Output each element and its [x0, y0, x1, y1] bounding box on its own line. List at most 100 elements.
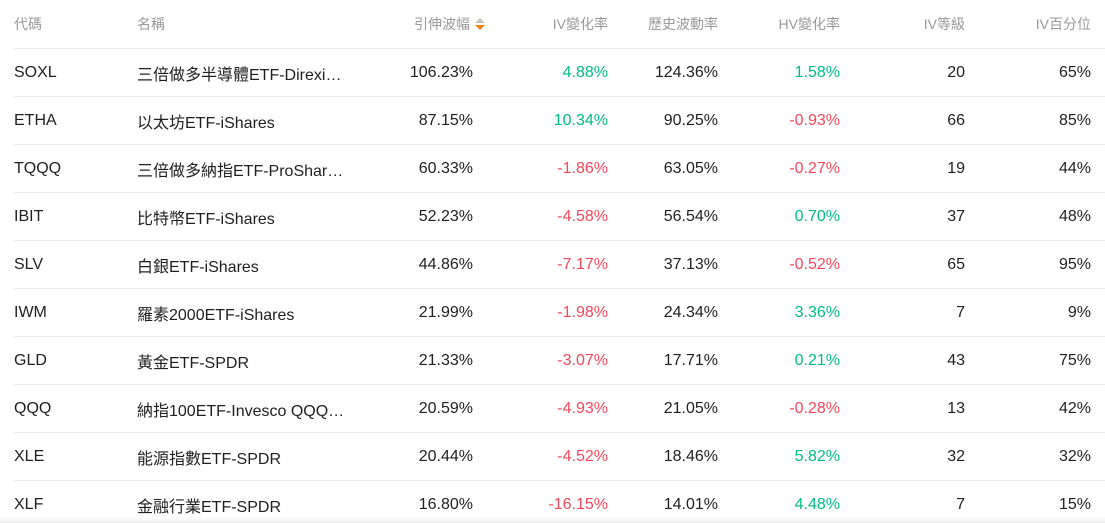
cell-name: 白銀ETF-iShares	[137, 240, 380, 289]
cell-iv-rank: 19	[840, 144, 965, 193]
cell-iv-rank: 7	[840, 480, 965, 523]
column-header-code: 代碼	[14, 0, 137, 49]
cell-iv: 44.86%	[380, 240, 485, 289]
cell-name: 以太坊ETF-iShares	[137, 96, 380, 145]
cell-iv: 52.23%	[380, 192, 485, 241]
table-body: SOXL 三倍做多半導體ETF-Direxi… 106.23% 4.88% 124.36…	[14, 48, 1105, 523]
table-header: 代碼 名稱 引伸波幅 IV變化率 歷史波動率 HV變化率 IV等級 IV百分位	[14, 0, 1105, 49]
column-header-historical-volatility: 歷史波動率	[608, 0, 718, 49]
cell-hv-change: 0.21%	[718, 336, 840, 385]
cell-iv-change: -1.98%	[485, 288, 608, 337]
cell-hv-change: 3.36%	[718, 288, 840, 337]
cell-iv-percentile: 44%	[965, 144, 1105, 193]
cell-name: 納指100ETF-Invesco QQQ…	[137, 384, 380, 433]
cell-code: IWM	[14, 288, 137, 337]
cell-code: QQQ	[14, 384, 137, 433]
cell-hv-change: -0.93%	[718, 96, 840, 145]
cell-iv-percentile: 75%	[965, 336, 1105, 385]
cell-iv: 21.99%	[380, 288, 485, 337]
cell-iv-percentile: 48%	[965, 192, 1105, 241]
cell-iv-rank: 66	[840, 96, 965, 145]
cell-code: SOXL	[14, 48, 137, 97]
cell-hv-change: 1.58%	[718, 48, 840, 97]
column-header-iv-change: IV變化率	[485, 0, 608, 49]
cell-iv-rank: 37	[840, 192, 965, 241]
cell-name: 黃金ETF-SPDR	[137, 336, 380, 385]
cell-iv-percentile: 65%	[965, 48, 1105, 97]
column-header-implied-volatility[interactable]: 引伸波幅	[380, 0, 485, 49]
cell-iv-rank: 32	[840, 432, 965, 481]
cell-hv-change: 5.82%	[718, 432, 840, 481]
cell-iv-percentile: 42%	[965, 384, 1105, 433]
cell-hv: 17.71%	[608, 336, 718, 385]
cell-name: 金融行業ETF-SPDR	[137, 480, 380, 523]
cell-iv: 20.59%	[380, 384, 485, 433]
cell-hv-change: -0.28%	[718, 384, 840, 433]
cell-code: GLD	[14, 336, 137, 385]
cell-hv-change: 4.48%	[718, 480, 840, 523]
cell-iv-rank: 13	[840, 384, 965, 433]
cell-hv: 14.01%	[608, 480, 718, 523]
table-row[interactable]: IBIT 比特幣ETF-iShares 52.23% -4.58% 56.54% 0.70…	[14, 192, 1105, 241]
cell-iv: 16.80%	[380, 480, 485, 523]
cell-iv-percentile: 85%	[965, 96, 1105, 145]
cell-hv: 63.05%	[608, 144, 718, 193]
cell-code: XLF	[14, 480, 137, 523]
cell-iv-change: -3.07%	[485, 336, 608, 385]
cell-iv-change: -4.93%	[485, 384, 608, 433]
table-row[interactable]: QQQ 納指100ETF-Invesco QQQ… 20.59% -4.93% 21.0…	[14, 384, 1105, 433]
table-row[interactable]: SLV 白銀ETF-iShares 44.86% -7.17% 37.13% -0.52%…	[14, 240, 1105, 289]
cell-iv-rank: 7	[840, 288, 965, 337]
table-row[interactable]: XLF 金融行業ETF-SPDR 16.80% -16.15% 14.01% 4.48% 7…	[14, 480, 1105, 523]
cell-hv-change: 0.70%	[718, 192, 840, 241]
cell-name: 能源指數ETF-SPDR	[137, 432, 380, 481]
sort-asc-icon	[475, 18, 485, 23]
sort-icon[interactable]	[475, 18, 485, 30]
cell-code: ETHA	[14, 96, 137, 145]
cell-code: SLV	[14, 240, 137, 289]
header-row: 代碼 名稱 引伸波幅 IV變化率 歷史波動率 HV變化率 IV等級 IV百分位	[14, 0, 1105, 49]
cell-name: 三倍做多納指ETF-ProShar…	[137, 144, 380, 193]
cell-iv-percentile: 9%	[965, 288, 1105, 337]
cell-iv-change: -4.52%	[485, 432, 608, 481]
cell-iv-change: -16.15%	[485, 480, 608, 523]
cell-iv-percentile: 32%	[965, 432, 1105, 481]
cell-iv-rank: 43	[840, 336, 965, 385]
table-row[interactable]: TQQQ 三倍做多納指ETF-ProShar… 60.33% -1.86% 63.05%…	[14, 144, 1105, 193]
cell-hv: 24.34%	[608, 288, 718, 337]
cell-code: IBIT	[14, 192, 137, 241]
table-row[interactable]: IWM 羅素2000ETF-iShares 21.99% -1.98% 24.34% 3.…	[14, 288, 1105, 337]
cell-hv: 124.36%	[608, 48, 718, 97]
table-row[interactable]: GLD 黃金ETF-SPDR 21.33% -3.07% 17.71% 0.21% 43 75…	[14, 336, 1105, 385]
cell-iv: 106.23%	[380, 48, 485, 97]
cell-hv-change: -0.27%	[718, 144, 840, 193]
cell-code: TQQQ	[14, 144, 137, 193]
cell-name: 羅素2000ETF-iShares	[137, 288, 380, 337]
cell-hv-change: -0.52%	[718, 240, 840, 289]
cell-iv: 87.15%	[380, 96, 485, 145]
column-header-hv-change: HV變化率	[718, 0, 840, 49]
column-header-iv-rank: IV等級	[840, 0, 965, 49]
table-row[interactable]: XLE 能源指數ETF-SPDR 20.44% -4.52% 18.46% 5.82% 32…	[14, 432, 1105, 481]
cell-hv: 21.05%	[608, 384, 718, 433]
cell-name: 比特幣ETF-iShares	[137, 192, 380, 241]
cell-iv-change: 10.34%	[485, 96, 608, 145]
table-row[interactable]: SOXL 三倍做多半導體ETF-Direxi… 106.23% 4.88% 124.36…	[14, 48, 1105, 97]
cell-hv: 37.13%	[608, 240, 718, 289]
cell-iv-percentile: 15%	[965, 480, 1105, 523]
table-row[interactable]: ETHA 以太坊ETF-iShares 87.15% 10.34% 90.25% -0.9…	[14, 96, 1105, 145]
cell-hv: 90.25%	[608, 96, 718, 145]
sort-desc-icon	[475, 25, 485, 30]
cell-iv-rank: 65	[840, 240, 965, 289]
cell-iv-change: -4.58%	[485, 192, 608, 241]
cell-hv: 18.46%	[608, 432, 718, 481]
cell-iv-rank: 20	[840, 48, 965, 97]
cell-iv-change: -1.86%	[485, 144, 608, 193]
cell-iv: 21.33%	[380, 336, 485, 385]
column-header-implied-volatility-label: 引伸波幅	[414, 16, 470, 32]
cell-name: 三倍做多半導體ETF-Direxi…	[137, 48, 380, 97]
cell-code: XLE	[14, 432, 137, 481]
cell-iv: 20.44%	[380, 432, 485, 481]
etf-table: 代碼 名稱 引伸波幅 IV變化率 歷史波動率 HV變化率 IV等級 IV百分位	[14, 0, 1105, 523]
